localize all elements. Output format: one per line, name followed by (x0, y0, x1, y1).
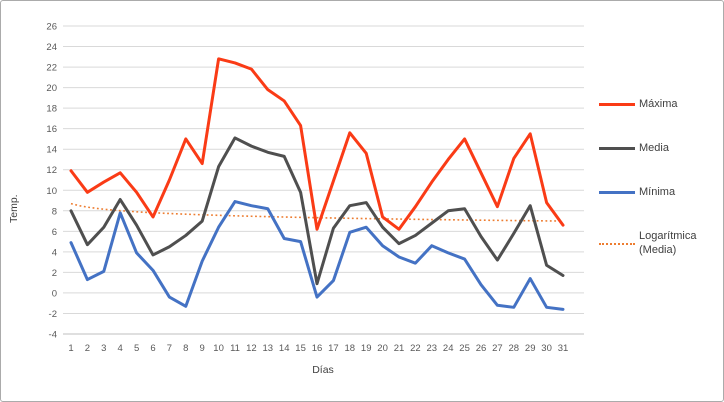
x-tick-28: 28 (509, 343, 520, 354)
x-tick-21: 21 (394, 343, 405, 354)
x-tick-31: 31 (558, 343, 569, 354)
maxima-line-swatch (599, 103, 635, 107)
x-tick-13: 13 (263, 343, 274, 354)
y-tick-0: 0 (52, 288, 57, 299)
x-axis-title: Días (312, 364, 334, 376)
x-tick-19: 19 (361, 343, 372, 354)
y-tick-24: 24 (46, 42, 57, 53)
y-tick-16: 16 (46, 124, 57, 135)
y-tick-10: 10 (46, 186, 57, 197)
series-line-máxima (69, 57, 565, 231)
y-tick-22: 22 (46, 63, 57, 74)
y-tick-26: 26 (46, 22, 57, 33)
minima-line-swatch (599, 191, 635, 195)
legend-label-log-trend: Logarítmica (Media) (639, 230, 697, 256)
y-tick-18: 18 (46, 104, 57, 115)
legend-item-media: Media (599, 142, 719, 156)
x-tick-6: 6 (150, 343, 155, 354)
y-tick-6: 6 (52, 227, 57, 238)
x-tick-11: 11 (230, 343, 240, 354)
x-tick-15: 15 (295, 343, 306, 354)
y-tick-20: 20 (46, 83, 57, 94)
x-tick-27: 27 (492, 343, 503, 354)
x-tick-26: 26 (476, 343, 487, 354)
x-tick-22: 22 (410, 343, 421, 354)
data-series-lines (69, 57, 565, 311)
log-trend-line (70, 202, 564, 222)
x-tick-4: 4 (118, 343, 123, 354)
x-tick-8: 8 (183, 343, 188, 354)
y-tick-12: 12 (46, 165, 57, 176)
y-tick-2: 2 (52, 268, 57, 279)
series-line-mínima (69, 200, 565, 311)
x-tick-3: 3 (101, 343, 106, 354)
legend-item-minima: Mínima (599, 186, 719, 200)
x-tick-12: 12 (246, 343, 257, 354)
x-tick-20: 20 (377, 343, 388, 354)
x-tick-10: 10 (213, 343, 224, 354)
x-tick-9: 9 (200, 343, 205, 354)
series-line-media (69, 136, 565, 286)
legend-item-maxima: Máxima (599, 98, 719, 112)
x-tick-23: 23 (427, 343, 438, 354)
x-tick-30: 30 (541, 343, 552, 354)
y-tick-14: 14 (46, 145, 57, 156)
x-tick-29: 29 (525, 343, 536, 354)
y-tick--4: -4 (49, 330, 57, 341)
legend-label-maxima: Máxima (639, 98, 678, 110)
y-tick--2: -2 (49, 309, 57, 320)
x-tick-25: 25 (459, 343, 470, 354)
legend-label-media: Media (639, 142, 669, 154)
x-tick-7: 7 (167, 343, 172, 354)
log-trend-line-swatch (599, 242, 635, 245)
x-tick-14: 14 (279, 343, 290, 354)
legend-item-log-trend: Logarítmica (Media) (599, 230, 719, 258)
y-tick-4: 4 (52, 247, 57, 258)
x-tick-16: 16 (312, 343, 323, 354)
legend-label-minima: Mínima (639, 186, 676, 198)
media-line-swatch (599, 147, 635, 151)
x-tick-17: 17 (328, 343, 339, 354)
x-tick-24: 24 (443, 343, 454, 354)
x-tick-5: 5 (134, 343, 139, 354)
x-axis-tick-labels: 1 2 3 4 5 6 7 8 9 10 11 12 13 14 15 16 17 18 19 20 21 22 23 24 2… (68, 343, 568, 354)
x-tick-2: 2 (85, 343, 90, 354)
y-axis-title: Temp. (8, 194, 20, 223)
x-tick-18: 18 (345, 343, 356, 354)
y-tick-8: 8 (52, 206, 57, 217)
x-tick-1: 1 (68, 343, 73, 354)
